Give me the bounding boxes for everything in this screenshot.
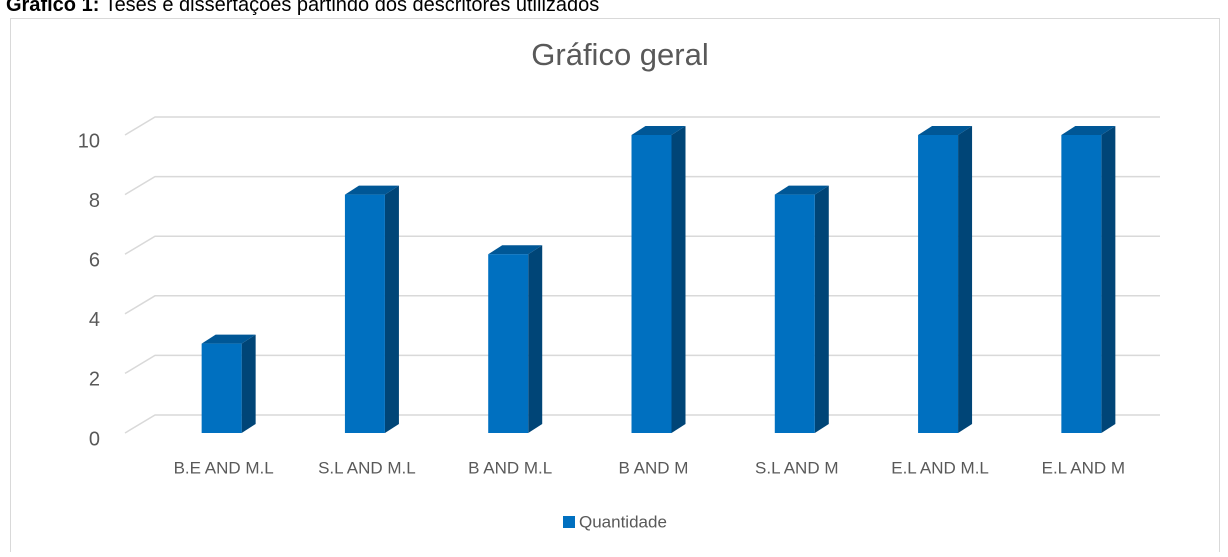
y-tick-label: 2 bbox=[89, 369, 100, 391]
legend-label: Quantidade bbox=[579, 512, 667, 531]
bar bbox=[488, 254, 529, 433]
x-tick-label: E.L AND M.L bbox=[891, 458, 989, 477]
chart-frame bbox=[10, 18, 1220, 557]
grid-line bbox=[124, 175, 1160, 196]
y-tick-label: 10 bbox=[78, 130, 100, 152]
bar-side bbox=[384, 185, 399, 433]
bar-top bbox=[1061, 126, 1116, 135]
x-tick-label: B.E AND M.L bbox=[174, 458, 274, 477]
bar bbox=[201, 343, 242, 433]
caption-label: Gráfico 1: bbox=[6, 0, 99, 16]
bar-top bbox=[488, 245, 543, 255]
bar bbox=[344, 194, 385, 433]
bar-side bbox=[528, 245, 543, 433]
y-tick-label: 4 bbox=[89, 309, 100, 331]
caption-text: Teses e dissertações partindo dos descri… bbox=[105, 0, 600, 16]
bar-side bbox=[241, 334, 256, 433]
bar-top bbox=[918, 126, 973, 135]
bar-top bbox=[344, 185, 399, 195]
x-tick-label: B AND M bbox=[619, 458, 689, 477]
bar-top bbox=[631, 126, 686, 135]
y-tick-label: 0 bbox=[89, 428, 100, 450]
bar-top bbox=[201, 334, 256, 344]
bar bbox=[918, 135, 959, 433]
bar bbox=[1061, 135, 1102, 433]
chart-title: Gráfico geral bbox=[531, 37, 708, 72]
bar bbox=[774, 194, 815, 433]
x-tick-label: S.L AND M.L bbox=[318, 458, 416, 477]
bar bbox=[631, 135, 672, 433]
legend-swatch bbox=[563, 516, 575, 528]
caption: Gráfico 1: Teses e dissertações partindo… bbox=[6, 0, 599, 16]
bar-side bbox=[958, 126, 973, 433]
bar-side bbox=[1101, 126, 1116, 433]
x-tick-label: S.L AND M bbox=[755, 458, 838, 477]
y-tick-label: 8 bbox=[89, 190, 100, 212]
x-tick-label: B AND M.L bbox=[468, 458, 552, 477]
bar-side bbox=[814, 185, 829, 433]
x-tick-label: E.L AND M bbox=[1042, 458, 1125, 477]
y-tick-label: 6 bbox=[89, 249, 100, 271]
grid-line bbox=[124, 116, 1160, 136]
bar-top bbox=[774, 185, 829, 195]
bar-side bbox=[671, 126, 686, 433]
